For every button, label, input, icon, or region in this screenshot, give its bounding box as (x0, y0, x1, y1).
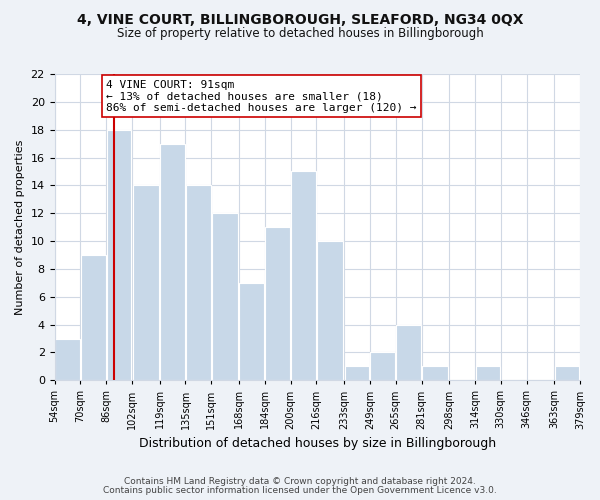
Bar (555, 366, 580, 380)
Bar (160, 144, 185, 380)
Bar (265, 227, 290, 380)
Y-axis label: Number of detached properties: Number of detached properties (15, 140, 25, 315)
Text: Contains public sector information licensed under the Open Government Licence v3: Contains public sector information licen… (103, 486, 497, 495)
Bar (212, 213, 238, 380)
Bar (133, 186, 159, 380)
Text: 4, VINE COURT, BILLINGBOROUGH, SLEAFORD, NG34 0QX: 4, VINE COURT, BILLINGBOROUGH, SLEAFORD,… (77, 12, 523, 26)
Text: Size of property relative to detached houses in Billingborough: Size of property relative to detached ho… (116, 28, 484, 40)
Bar (397, 324, 421, 380)
Bar (476, 366, 500, 380)
Bar (107, 130, 131, 380)
Bar (291, 172, 316, 380)
Bar (344, 366, 369, 380)
Bar (186, 186, 211, 380)
Text: 4 VINE COURT: 91sqm
← 13% of detached houses are smaller (18)
86% of semi-detach: 4 VINE COURT: 91sqm ← 13% of detached ho… (106, 80, 417, 113)
Bar (422, 366, 448, 380)
Text: Contains HM Land Registry data © Crown copyright and database right 2024.: Contains HM Land Registry data © Crown c… (124, 477, 476, 486)
Bar (239, 283, 264, 380)
Bar (81, 255, 106, 380)
Bar (370, 352, 395, 380)
Bar (317, 241, 343, 380)
X-axis label: Distribution of detached houses by size in Billingborough: Distribution of detached houses by size … (139, 437, 496, 450)
Bar (55, 338, 80, 380)
